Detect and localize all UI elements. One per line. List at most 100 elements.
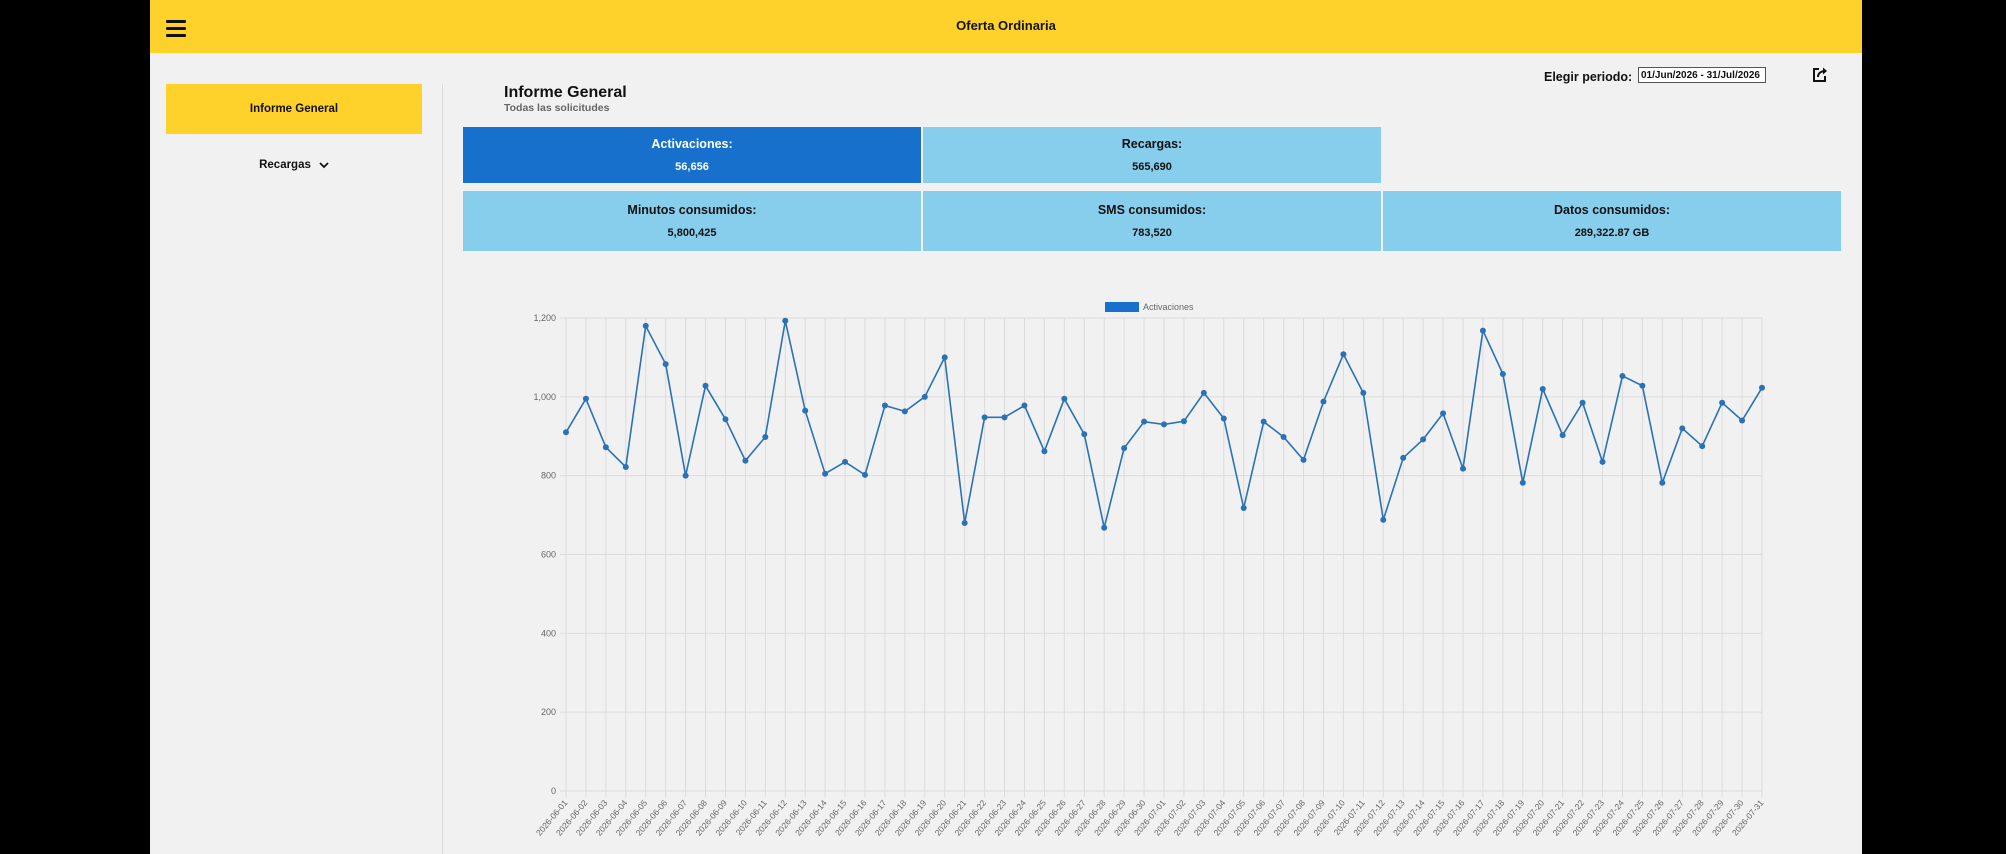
card-label: Activaciones:: [651, 137, 733, 151]
data-point[interactable]: [1440, 410, 1447, 417]
data-point[interactable]: [1200, 389, 1207, 396]
data-point[interactable]: [1659, 479, 1666, 486]
data-point[interactable]: [682, 472, 689, 479]
data-point[interactable]: [1320, 398, 1327, 405]
data-point[interactable]: [1021, 402, 1028, 409]
sidebar-item-recargas[interactable]: Recargas: [166, 154, 422, 176]
data-point[interactable]: [822, 470, 829, 477]
card-label: Minutos consumidos:: [627, 203, 757, 217]
card-value: 5,800,425: [667, 227, 717, 239]
card-sms-consumidos: SMS consumidos: 783,520: [923, 191, 1381, 251]
card-value: 565,690: [1132, 161, 1172, 173]
activaciones-line-chart: 0 200 400 600 800 1,000 1,200 2026-06-012026-0…: [533, 302, 1766, 838]
chevron-down-icon: [319, 161, 329, 168]
data-point[interactable]: [842, 458, 849, 465]
data-point[interactable]: [1260, 418, 1267, 425]
data-point[interactable]: [1739, 417, 1746, 424]
y-tick-label: 600: [541, 550, 556, 560]
card-minutos-consumidos: Minutos consumidos: 5,800,425: [463, 191, 921, 251]
data-point[interactable]: [1400, 454, 1407, 461]
data-point[interactable]: [1101, 524, 1108, 531]
data-point[interactable]: [762, 434, 769, 441]
data-point[interactable]: [1041, 448, 1048, 455]
card-value: 56,656: [675, 161, 709, 173]
page-title: Informe General: [504, 84, 627, 101]
hamburger-menu-icon[interactable]: [166, 20, 186, 38]
data-point[interactable]: [1161, 421, 1167, 428]
data-point[interactable]: [722, 416, 729, 423]
data-point[interactable]: [1479, 327, 1486, 334]
y-axis: 0 200 400 600 800 1,000 1,200: [533, 313, 556, 796]
data-point[interactable]: [1280, 434, 1287, 441]
series-points: [563, 317, 1765, 531]
card-label: Datos consumidos:: [1554, 203, 1670, 217]
data-point[interactable]: [1539, 385, 1546, 392]
data-point[interactable]: [1300, 456, 1307, 463]
top-bar: Oferta Ordinaria: [150, 0, 1862, 53]
data-point[interactable]: [901, 408, 908, 415]
data-point[interactable]: [782, 317, 789, 324]
data-point[interactable]: [1719, 399, 1726, 406]
y-tick-label: 400: [541, 628, 556, 638]
y-tick-label: 800: [541, 471, 556, 481]
data-point[interactable]: [1001, 414, 1008, 421]
app-window: Oferta Ordinaria Informe General Recarga…: [150, 0, 1862, 854]
data-point[interactable]: [961, 519, 968, 526]
card-label: SMS consumidos:: [1097, 203, 1207, 217]
card-recargas: Recargas: 565,690: [923, 127, 1381, 183]
data-point[interactable]: [1559, 432, 1566, 439]
data-point[interactable]: [1240, 504, 1247, 511]
card-label: Recargas:: [1121, 137, 1183, 151]
legend-label: Activaciones: [1143, 302, 1194, 312]
data-point[interactable]: [1699, 443, 1706, 450]
data-point[interactable]: [1360, 389, 1367, 396]
data-point[interactable]: [1619, 372, 1626, 379]
y-tick-label: 1,200: [533, 313, 556, 323]
data-point[interactable]: [1141, 418, 1148, 425]
data-point[interactable]: [1340, 351, 1347, 358]
data-point[interactable]: [702, 382, 709, 389]
data-point[interactable]: [1499, 370, 1506, 377]
sidebar-item-informe-general[interactable]: Informe General: [166, 84, 422, 134]
data-point[interactable]: [1639, 382, 1646, 389]
period-date-range-input[interactable]: [1638, 67, 1766, 83]
data-point[interactable]: [1420, 436, 1427, 443]
chart-grid: [560, 317, 1763, 797]
data-point[interactable]: [742, 457, 749, 464]
y-tick-label: 1,000: [533, 392, 556, 402]
data-point[interactable]: [941, 354, 948, 361]
card-activaciones: Activaciones: 56,656: [463, 127, 921, 183]
data-point[interactable]: [582, 395, 589, 402]
data-point[interactable]: [622, 463, 629, 470]
sidebar-item-label: Informe General: [249, 103, 339, 115]
data-point[interactable]: [1519, 479, 1526, 486]
app-title: Oferta Ordinaria: [956, 18, 1056, 33]
data-point[interactable]: [1061, 395, 1068, 402]
sidebar-item-label: Recargas: [259, 159, 311, 171]
data-point[interactable]: [1121, 445, 1128, 452]
data-point[interactable]: [1679, 425, 1686, 432]
data-point[interactable]: [862, 471, 868, 478]
data-point[interactable]: [1380, 516, 1387, 523]
data-point[interactable]: [921, 393, 928, 400]
share-export-icon[interactable]: [1811, 66, 1829, 84]
data-point[interactable]: [981, 414, 988, 421]
card-value: 289,322.87 GB: [1574, 227, 1650, 239]
data-point[interactable]: [1460, 465, 1466, 472]
data-point[interactable]: [881, 402, 888, 409]
x-axis: 2026-06-012026-06-022026-06-032026-06-04…: [534, 798, 1766, 838]
data-point[interactable]: [1599, 458, 1606, 465]
y-tick-label: 200: [541, 707, 556, 717]
data-point[interactable]: [642, 322, 649, 329]
data-point[interactable]: [1081, 431, 1088, 438]
data-point[interactable]: [662, 361, 669, 368]
data-point[interactable]: [1759, 384, 1765, 391]
page-subtitle: Todas las solicitudes: [504, 102, 610, 114]
data-point[interactable]: [563, 429, 569, 436]
data-point[interactable]: [1180, 418, 1187, 425]
chart-legend[interactable]: Activaciones: [1105, 302, 1194, 312]
data-point[interactable]: [1220, 415, 1227, 422]
data-point[interactable]: [1579, 399, 1586, 406]
data-point[interactable]: [802, 407, 809, 414]
data-point[interactable]: [602, 444, 609, 451]
